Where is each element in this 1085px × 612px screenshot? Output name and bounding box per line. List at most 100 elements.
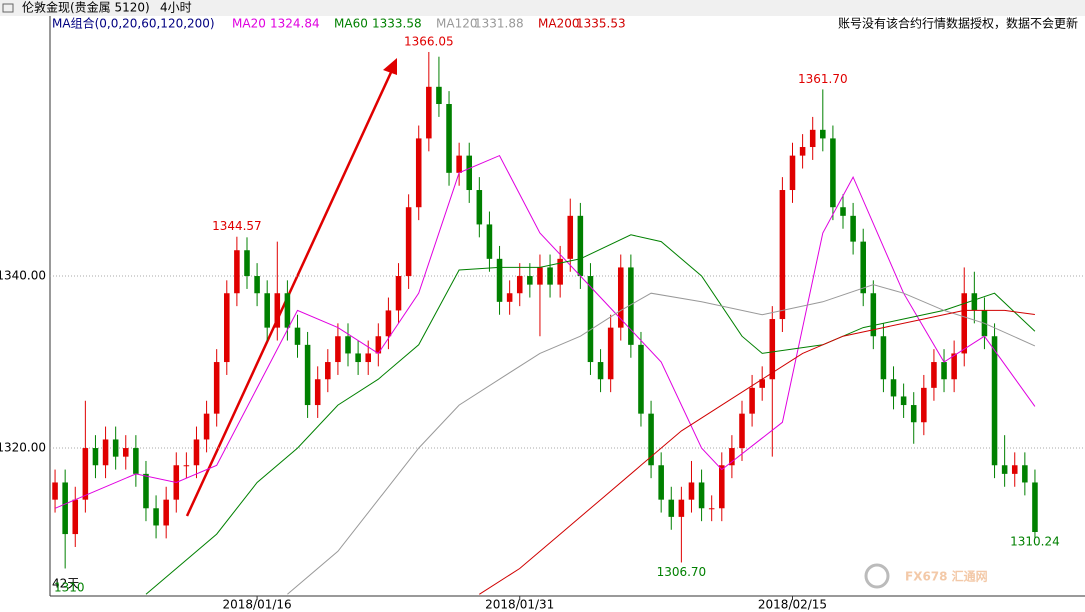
candle-body bbox=[870, 293, 877, 337]
candle-body bbox=[213, 362, 220, 414]
candle-body bbox=[759, 379, 765, 388]
watermark: FX678 汇通网 bbox=[905, 569, 988, 584]
trend-arrow bbox=[185, 67, 395, 517]
candle-body bbox=[850, 215, 856, 242]
candle-body bbox=[688, 482, 695, 500]
candle-body bbox=[910, 405, 917, 423]
candle-body bbox=[597, 362, 604, 380]
candle-body bbox=[638, 344, 644, 414]
notice: 账号没有该合约行情数据授权，数据不会更新 bbox=[838, 16, 1078, 31]
candle-body bbox=[476, 190, 483, 225]
candle-body bbox=[516, 276, 523, 294]
candle-body bbox=[506, 293, 513, 302]
candle-body bbox=[648, 413, 654, 466]
candle-body bbox=[567, 215, 574, 259]
candle-body bbox=[698, 482, 705, 509]
y-tick-label: 1340.00 bbox=[0, 269, 46, 283]
x-tick-label: 2018/02/15 bbox=[758, 598, 827, 612]
candle-body bbox=[415, 138, 422, 208]
instrument[interactable]: 伦敦金现(贵金属 5120) bbox=[22, 0, 150, 15]
candle-body bbox=[122, 448, 129, 457]
candle-body bbox=[325, 362, 331, 380]
window-icon bbox=[2, 3, 14, 13]
legend-value: 1335.53 bbox=[576, 17, 626, 31]
x-tick-label: 2018/01/31 bbox=[485, 598, 554, 612]
legend-value: 1331.88 bbox=[474, 17, 524, 31]
candle-body bbox=[749, 387, 755, 414]
candle-body bbox=[102, 439, 109, 466]
period[interactable]: 4小时 bbox=[160, 1, 192, 15]
candle-body bbox=[314, 379, 321, 406]
candle-body bbox=[890, 379, 897, 397]
candle-body bbox=[112, 439, 119, 457]
candle-body bbox=[224, 293, 230, 363]
candle-body bbox=[405, 207, 412, 277]
candle-body bbox=[668, 499, 675, 517]
candle-body bbox=[426, 86, 432, 139]
candle-body bbox=[163, 499, 169, 526]
span-label: 42天 bbox=[52, 577, 79, 591]
candle-body bbox=[62, 482, 68, 535]
candle-body bbox=[658, 465, 664, 500]
candle-body bbox=[395, 276, 402, 311]
candle-body bbox=[345, 336, 351, 354]
candle-body bbox=[547, 267, 553, 285]
candle-body bbox=[274, 293, 281, 328]
candle-body bbox=[628, 267, 634, 345]
candle-body bbox=[900, 396, 907, 406]
candle-body bbox=[446, 104, 452, 173]
candle-body bbox=[52, 482, 58, 500]
candle-body bbox=[1022, 465, 1028, 483]
candle-body bbox=[284, 293, 291, 328]
candle-body bbox=[264, 293, 270, 328]
candle-body bbox=[183, 465, 190, 467]
extreme-label: 1366.05 bbox=[404, 34, 454, 48]
candle-body bbox=[244, 250, 250, 277]
candle-body bbox=[931, 362, 937, 388]
candle-body bbox=[678, 499, 685, 517]
legend-name: MA120 bbox=[436, 17, 477, 31]
candle-body bbox=[456, 155, 462, 173]
legend-value: 1324.84 bbox=[270, 17, 320, 31]
y-tick-label: 1320.00 bbox=[0, 441, 46, 455]
extreme-label: 1310.24 bbox=[1010, 535, 1060, 549]
candle-body bbox=[153, 508, 159, 526]
candle-body bbox=[708, 508, 715, 510]
candle-body bbox=[860, 241, 866, 294]
candle-body bbox=[304, 344, 311, 406]
ma-line bbox=[287, 284, 1036, 595]
candle-body bbox=[587, 276, 594, 363]
candle-body bbox=[840, 207, 846, 216]
candle-body bbox=[607, 327, 614, 380]
legend-name: MA200 bbox=[538, 17, 579, 31]
ma-group[interactable]: MA组合(0,0,20,60,120,200) bbox=[52, 16, 215, 31]
candle-body bbox=[951, 353, 957, 380]
candle-body bbox=[254, 276, 260, 294]
candle-body bbox=[234, 250, 240, 294]
candle-body bbox=[466, 155, 473, 191]
candle-body bbox=[769, 319, 776, 380]
candle-body bbox=[193, 439, 200, 466]
x-tick-label: 2018/01/16 bbox=[223, 598, 292, 612]
candle-body bbox=[1032, 482, 1038, 533]
candle-body bbox=[496, 258, 503, 302]
candle-body bbox=[719, 465, 725, 509]
candle-body bbox=[355, 353, 361, 363]
title-bar bbox=[0, 0, 1085, 16]
candle-body bbox=[436, 86, 442, 105]
candle-body bbox=[1001, 465, 1008, 474]
candle-body bbox=[809, 129, 816, 148]
candle-body bbox=[385, 310, 392, 337]
extreme-label: 1344.57 bbox=[212, 219, 262, 233]
candle-body bbox=[961, 293, 968, 354]
candle-body bbox=[941, 362, 947, 380]
candle-body bbox=[527, 276, 533, 285]
candle-body bbox=[830, 138, 836, 208]
extreme-label: 1361.70 bbox=[798, 72, 848, 86]
candle-body bbox=[82, 448, 89, 500]
extreme-label: 1306.70 bbox=[657, 565, 707, 579]
candle-body bbox=[72, 499, 79, 535]
candle-body bbox=[537, 267, 543, 285]
corner-value: 1310 bbox=[54, 581, 85, 595]
